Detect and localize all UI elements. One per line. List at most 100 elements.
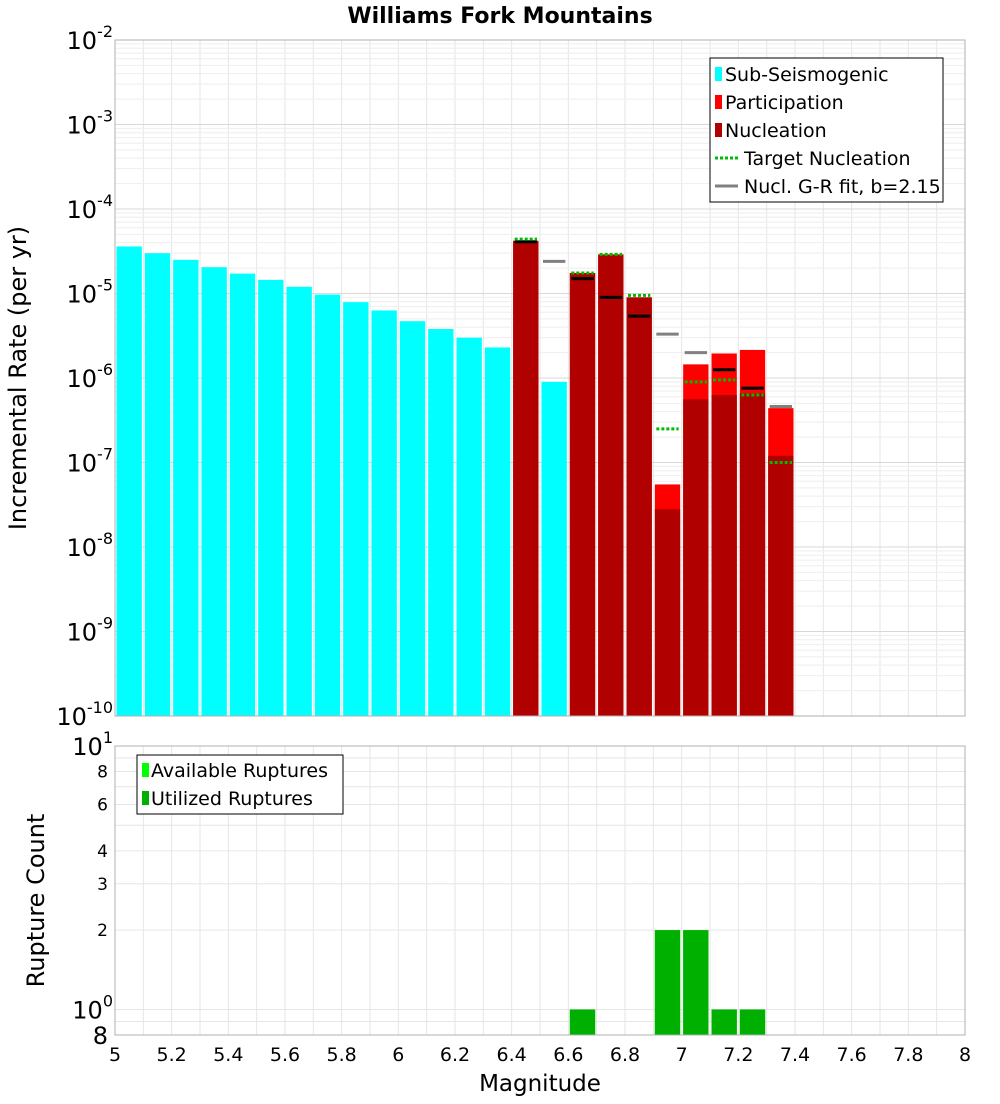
top-y-tick-label-exponent: -4 <box>97 191 113 210</box>
legend-swatch <box>715 123 722 137</box>
x-tick-label: 5.2 <box>157 1044 187 1066</box>
sub-seismogenic-bar <box>314 294 341 716</box>
sub-seismogenic-bar <box>428 329 454 716</box>
nucleation-bar <box>569 272 596 716</box>
sub-seismogenic-bar <box>484 347 511 716</box>
x-tick-label: 5.4 <box>213 1044 243 1066</box>
top-y-tick-label-base: 10 <box>67 534 98 562</box>
utilized-ruptures-bar <box>683 930 709 1035</box>
utilized-ruptures-bar <box>739 1009 766 1035</box>
top-gridlines <box>114 40 966 717</box>
x-tick-label: 6.6 <box>553 1044 583 1066</box>
top-y-tick-label: 10-3 <box>67 107 114 140</box>
x-tick-label: 7.2 <box>723 1044 753 1066</box>
nucleation-bar <box>683 399 709 716</box>
top-y-tick-label: 10-10 <box>56 698 113 731</box>
bottom-bars <box>569 930 766 1035</box>
bottom-y-tick-label: 2 <box>97 921 108 941</box>
nucleation-bar <box>768 455 794 716</box>
top-y-tick-label-base: 10 <box>56 703 87 731</box>
sub-seismogenic-bar <box>201 267 227 716</box>
x-tick-label: 6.4 <box>497 1044 527 1066</box>
legend-swatch <box>715 95 722 109</box>
top-marks <box>514 237 792 464</box>
bottom-y-tick-major-base: 10 <box>72 996 103 1024</box>
top-legend: Sub-Seismogenic Participation Nucleation Ta… <box>709 57 944 203</box>
top-bars <box>116 240 794 716</box>
top-y-tick-label: 10-4 <box>67 191 114 224</box>
x-tick-label: 7.8 <box>893 1044 923 1066</box>
bottom-y-tick-major-base: 10 <box>72 733 103 761</box>
nucleation-bar <box>739 393 766 716</box>
sub-seismogenic-bar <box>541 381 567 716</box>
sub-seismogenic-bar <box>173 259 199 716</box>
x-tick-label: 5 <box>109 1044 121 1066</box>
x-tick-label: 6 <box>392 1044 404 1066</box>
legend-label: Nucl. G-R fit, b=2.15 <box>744 176 941 198</box>
top-y-axis-label: Incremental Rate (per yr) <box>4 226 32 530</box>
sub-seismogenic-bar <box>399 321 426 716</box>
top-y-tick-label-exponent: -6 <box>97 360 113 379</box>
top-y-tick-label-exponent: -8 <box>97 529 113 548</box>
top-y-tick-label-exponent: -3 <box>97 107 113 126</box>
legend-swatch <box>142 763 149 777</box>
x-tick-label: 6.2 <box>440 1044 470 1066</box>
top-y-tick-label-base: 10 <box>67 112 98 140</box>
x-tick-label: 7.6 <box>837 1044 867 1066</box>
top-y-tick-label: 10-2 <box>67 22 114 55</box>
x-tick-label: 8 <box>959 1044 971 1066</box>
top-y-tick-label-exponent: -7 <box>97 445 113 464</box>
nucleation-bar <box>598 254 624 716</box>
legend-label: Nucleation <box>725 120 827 142</box>
sub-seismogenic-bar <box>116 246 142 716</box>
top-y-tick-label-base: 10 <box>67 281 98 309</box>
legend-label: Target Nucleation <box>743 148 911 170</box>
top-y-tick-label: 10-5 <box>67 276 114 309</box>
top-y-tick-label-exponent: -10 <box>87 698 113 717</box>
top-y-tick-label-exponent: -2 <box>97 22 113 41</box>
legend-swatch <box>142 791 149 805</box>
legend-label: Available Ruptures <box>151 760 328 782</box>
nucleation-bar <box>626 297 652 716</box>
x-tick-label: 6.8 <box>610 1044 640 1066</box>
top-legend-box <box>709 57 944 203</box>
nucleation-bar <box>654 509 681 716</box>
x-tick-label: 7 <box>676 1044 688 1066</box>
sub-seismogenic-bar <box>286 286 312 716</box>
top-y-tick-label: 10-7 <box>67 445 114 478</box>
sub-seismogenic-bar <box>258 279 284 716</box>
bottom-y-axis-label: Rupture Count <box>22 814 50 988</box>
top-y-tick-label-base: 10 <box>67 196 98 224</box>
chart-title: Williams Fork Mountains <box>347 4 652 29</box>
top-frame <box>114 39 966 717</box>
top-y-tick-label: 10-9 <box>67 614 114 647</box>
bottom-y-tick-label: 8 <box>97 763 108 783</box>
x-tick-label: 7.4 <box>780 1044 810 1066</box>
bottom-y-tick-major-exponent: 1 <box>103 728 113 747</box>
x-tick-label: 5.8 <box>327 1044 357 1066</box>
utilized-ruptures-bar <box>569 1009 596 1035</box>
top-y-tick-label-base: 10 <box>67 619 98 647</box>
utilized-ruptures-bar <box>654 930 681 1035</box>
bottom-y-tick-label: 3 <box>97 875 108 895</box>
bottom-legend: Available Ruptures Utilized Ruptures <box>136 754 344 815</box>
top-panel: 10-1010-910-810-710-610-510-410-310-2Inc… <box>4 22 966 731</box>
top-y-tick-label-base: 10 <box>67 450 98 478</box>
bottom-y-tick-bottom: 8 <box>93 1022 108 1050</box>
sub-seismogenic-bar <box>371 310 397 716</box>
bottom-legend-box <box>136 754 344 815</box>
bottom-y-tick-major-exponent: 0 <box>103 991 113 1010</box>
top-y-tick-label-exponent: -5 <box>97 276 113 295</box>
legend-label: Sub-Seismogenic <box>725 64 889 86</box>
legend-label: Utilized Ruptures <box>151 788 313 810</box>
bottom-frame <box>114 745 966 1036</box>
bottom-y-tick-major: 100 <box>72 991 113 1024</box>
bottom-y-tick-major: 101 <box>72 728 113 761</box>
sub-seismogenic-bar <box>229 273 256 716</box>
top-y-tick-label-base: 10 <box>67 365 98 393</box>
x-ticks: 5 5.2 5.4 5.6 5.8 6 6.2 6.4 6.6 6.8 7 7.2 7.4 7.6 7.8 8 <box>109 1044 971 1066</box>
top-y-tick-label-exponent: -9 <box>97 614 113 633</box>
